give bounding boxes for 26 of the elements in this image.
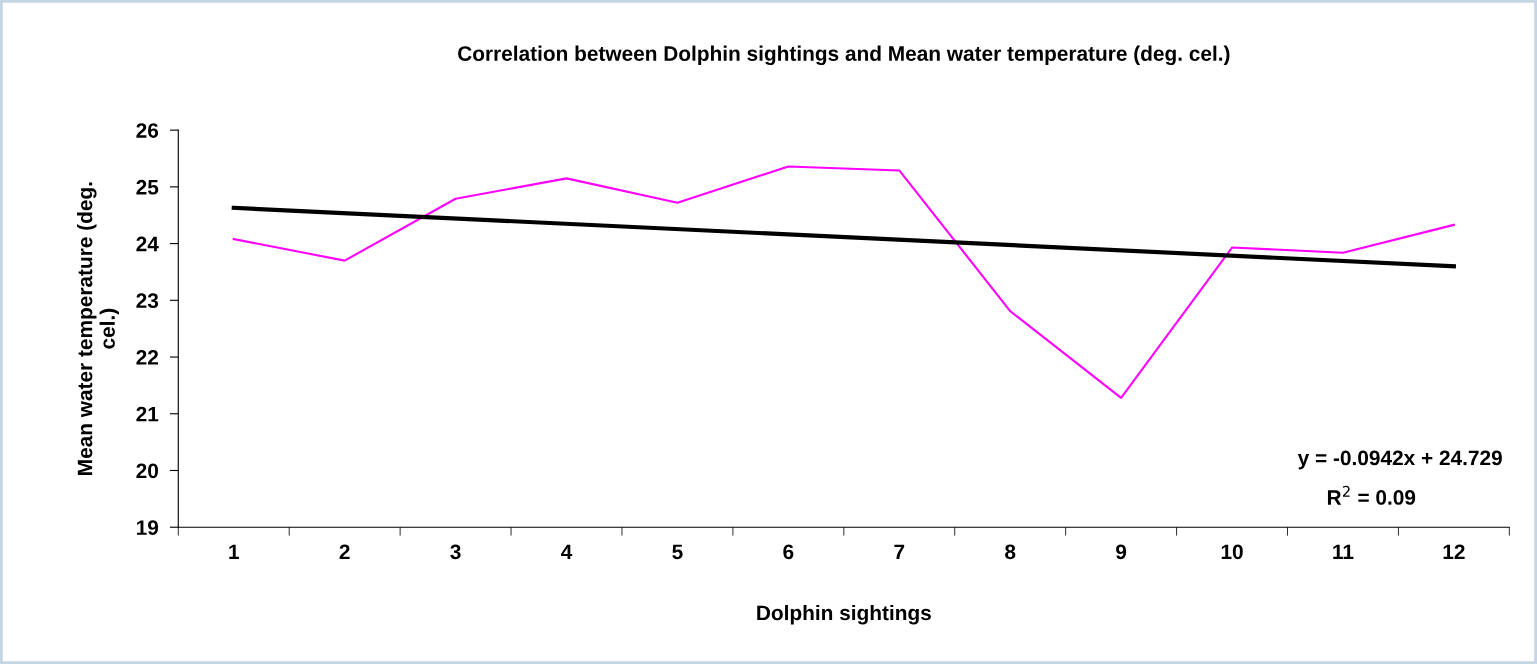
annotation: R$^{2}$ = 0.09	[1327, 485, 1416, 505]
x-tick-label: 6	[783, 544, 794, 560]
y-tick-label: 26	[136, 123, 159, 138]
x-tick-label: 4	[561, 544, 573, 559]
x-axis-title: Dolphin sightings	[757, 604, 931, 625]
y-tick-label: 19	[136, 520, 159, 535]
x-tick-label: 11	[1333, 544, 1354, 559]
x-tick-label: 8	[1005, 544, 1016, 560]
y-tick-label: 25	[136, 179, 159, 195]
x-tick-label: 2	[339, 544, 350, 559]
y-tick-label: 22	[136, 350, 159, 365]
annotation: y = -0.0942x + 24.729	[1297, 450, 1502, 470]
y-tick-label: 23	[136, 293, 159, 309]
x-tick-label: 1	[229, 544, 239, 559]
y-tick-label: 21	[136, 406, 159, 422]
x-tick-label: 7	[894, 544, 905, 559]
x-tick-label: 3	[450, 544, 461, 560]
y-axis-title: Mean water temperature (deg. cel.)	[77, 182, 120, 475]
x-tick-label: 5	[672, 544, 683, 560]
line-series	[232, 165, 1455, 399]
x-tick-label: 9	[1116, 544, 1127, 560]
x-tick-label: 12	[1443, 544, 1465, 559]
x-tick-label: 10	[1221, 544, 1243, 560]
y-tick-label: 24	[136, 236, 159, 252]
chart-title: Correlation between Dolphin sightings and Mean water temperature (deg. cel.)	[458, 45, 1230, 66]
y-tick-label: 20	[136, 463, 158, 479]
